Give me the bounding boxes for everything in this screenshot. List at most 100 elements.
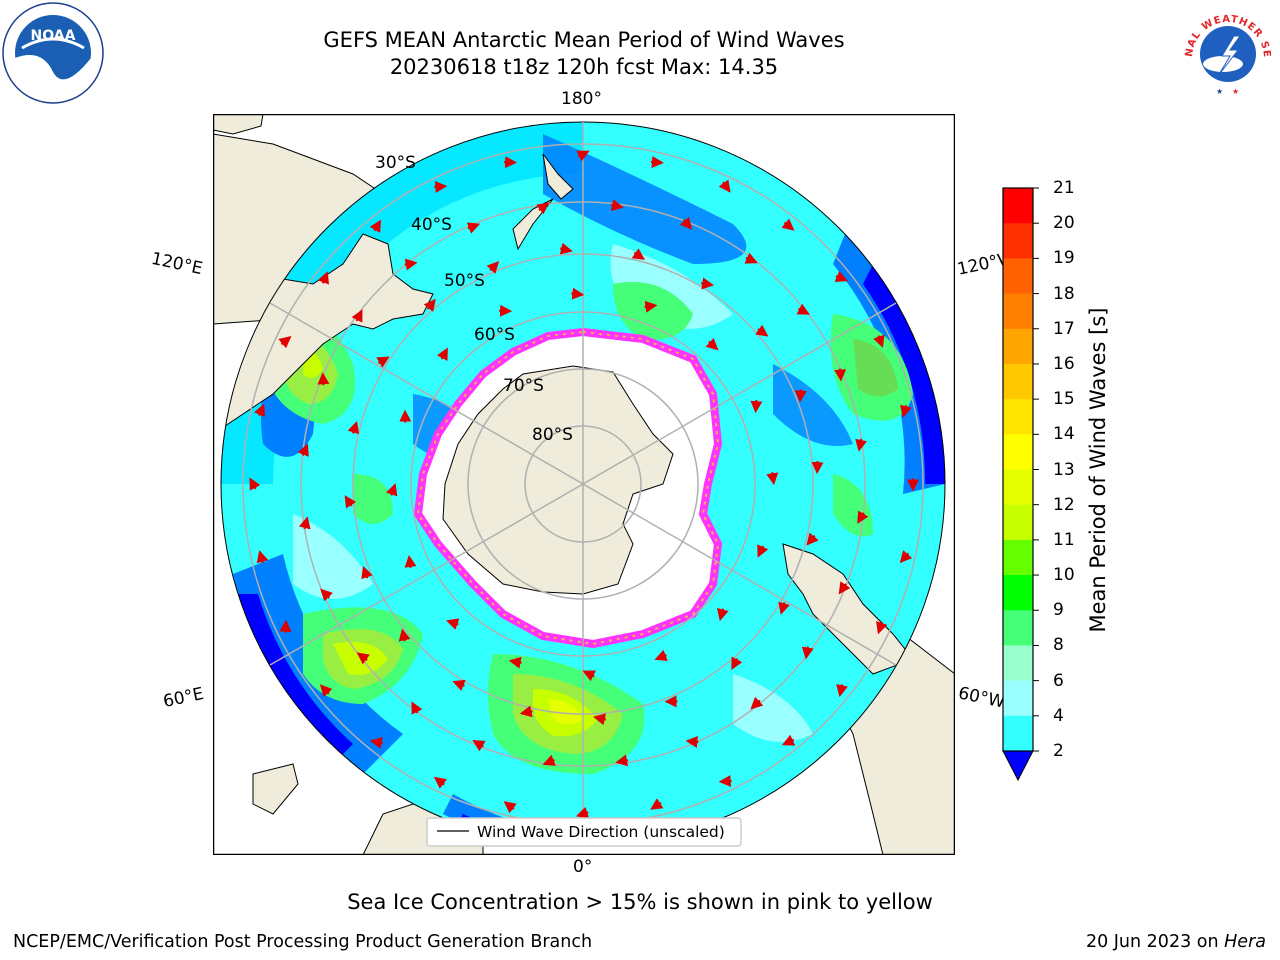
wave-direction-arrow — [249, 477, 261, 491]
date-text: 20 Jun 2023 on Hera — [1086, 932, 1266, 952]
lat-label-80s: 80°S — [532, 425, 573, 445]
colorbar-tick-label: 20 — [1053, 213, 1075, 234]
wave-direction-arrow — [794, 389, 807, 403]
lon-label-180: 180° — [561, 89, 602, 109]
colorbar-tick-label: 2 — [1053, 741, 1064, 761]
lat-label-50s: 50°S — [444, 271, 485, 291]
wave-direction-arrow — [806, 532, 819, 546]
wave-direction-arrow — [834, 368, 847, 382]
wave-direction-arrow — [811, 461, 824, 475]
credit-text: NCEP/EMC/Verification Post Processing Pr… — [13, 932, 593, 952]
wave-direction-arrow — [650, 798, 664, 810]
wave-direction-arrow — [701, 277, 715, 290]
wave-direction-arrow — [411, 701, 423, 715]
colorbar-block — [1003, 539, 1033, 576]
colorbar-extend — [1002, 750, 1034, 782]
wave-direction-arrow — [610, 199, 624, 211]
wave-direction-arrow — [834, 270, 848, 283]
wave-direction-arrow — [593, 713, 607, 726]
wave-direction-arrow — [559, 242, 573, 255]
colorbar-block — [1003, 328, 1033, 365]
wave-direction-arrow — [256, 550, 269, 564]
colorbar-tick-label: 17 — [1053, 318, 1075, 339]
colorbar-tick-label: 13 — [1053, 459, 1075, 480]
wave-direction-arrow — [582, 670, 596, 682]
polar-map: 30°S 40°S 50°S 60°S 70°S 80°S Wind Wave … — [213, 114, 955, 855]
wave-direction-arrow — [369, 737, 383, 749]
colorbar-block — [1003, 293, 1033, 330]
wave-direction-arrow — [445, 618, 460, 630]
wave-direction-arrow — [298, 516, 311, 530]
south-america — [782, 543, 914, 675]
lon-label-0: 0° — [573, 857, 593, 877]
wave-direction-arrow — [781, 734, 796, 746]
wave-direction-arrow — [503, 801, 517, 814]
wave-direction-arrow — [434, 180, 448, 193]
wave-direction-arrow — [344, 495, 357, 509]
wave-direction-arrow — [542, 754, 556, 766]
wave-direction-arrow — [876, 621, 888, 635]
wave-direction-arrow — [855, 438, 867, 452]
wave-direction-arrow — [351, 309, 363, 323]
lon-label-60e: 60°E — [161, 683, 206, 713]
wave-direction-arrow — [615, 754, 629, 767]
colorbar-block — [1003, 680, 1033, 717]
wave-direction-arrow — [705, 337, 719, 351]
lat-label-40s: 40°S — [411, 215, 452, 235]
colorbar-tick-label: 8 — [1053, 635, 1064, 656]
svg-text:★: ★ — [1216, 87, 1223, 96]
colorbar-tick-label: 14 — [1053, 424, 1075, 445]
wave-direction-arrow — [857, 510, 869, 524]
colorbar-block — [1003, 610, 1033, 646]
colorbar-tick-label: 19 — [1053, 248, 1075, 269]
wave-direction-arrow — [404, 258, 418, 271]
colorbar-tick-label: 16 — [1053, 353, 1075, 374]
noaa-logo: NOAA — [2, 2, 104, 104]
wave-direction-arrow — [536, 202, 550, 215]
arrow-legend: Wind Wave Direction (unscaled) — [426, 817, 742, 847]
wave-direction-arrow — [519, 705, 533, 718]
colorbar-tick-label: 4 — [1053, 705, 1064, 726]
wave-direction-arrow — [472, 739, 486, 752]
colorbar-block — [1003, 469, 1033, 506]
wave-direction-arrow — [757, 544, 769, 558]
wave-direction-arrow — [679, 216, 693, 230]
wave-direction-arrow — [297, 443, 309, 457]
lon-label-60w: 60°W — [956, 683, 1007, 713]
wave-direction-arrow — [838, 581, 851, 595]
machine-name: Hera — [1224, 932, 1266, 952]
wave-direction-arrow — [900, 404, 912, 418]
colorbar-block — [1003, 363, 1033, 400]
sea-ice-note: Sea Ice Concentration > 15% is shown in … — [347, 890, 933, 914]
wave-direction-arrow — [750, 400, 763, 414]
wave-direction-arrow — [404, 555, 417, 569]
chart-title: GEFS MEAN Antarctic Mean Period of Wind … — [323, 28, 845, 52]
wave-direction-arrow — [423, 298, 436, 312]
date-value: 20 Jun 2023 on — [1085, 932, 1225, 952]
wave-direction-arrow — [576, 150, 590, 162]
lat-label-30s: 30°S — [375, 153, 416, 173]
antarctica — [442, 365, 674, 595]
wave-direction-arrow — [466, 222, 481, 234]
wave-direction-arrow — [571, 287, 585, 300]
colorbar-block — [1003, 504, 1033, 541]
wave-direction-arrow — [398, 628, 411, 642]
colorbar-tick-label: 6 — [1053, 670, 1064, 691]
wave-direction-arrow — [631, 248, 646, 260]
wave-direction-arrow — [319, 684, 333, 698]
colorbar-label: Mean Period of Wind Waves [s] — [1086, 307, 1110, 633]
colorbar-tick-label: 10 — [1053, 565, 1075, 586]
wave-direction-arrow — [385, 483, 398, 497]
wave-direction-arrow — [644, 300, 658, 313]
wave-direction-arrow — [685, 735, 699, 748]
svg-text:★: ★ — [1232, 87, 1239, 96]
wave-direction-arrow — [253, 403, 266, 418]
wave-direction-arrow — [433, 776, 447, 789]
wave-direction-arrow — [654, 649, 668, 662]
wave-direction-arrow — [899, 550, 913, 564]
wave-direction-arrow — [718, 179, 731, 193]
noaa-logo-text: NOAA — [31, 28, 76, 44]
colorbar-block — [1003, 434, 1033, 470]
wave-direction-arrow — [436, 347, 448, 361]
colorbar-tick-label: 9 — [1053, 600, 1064, 621]
